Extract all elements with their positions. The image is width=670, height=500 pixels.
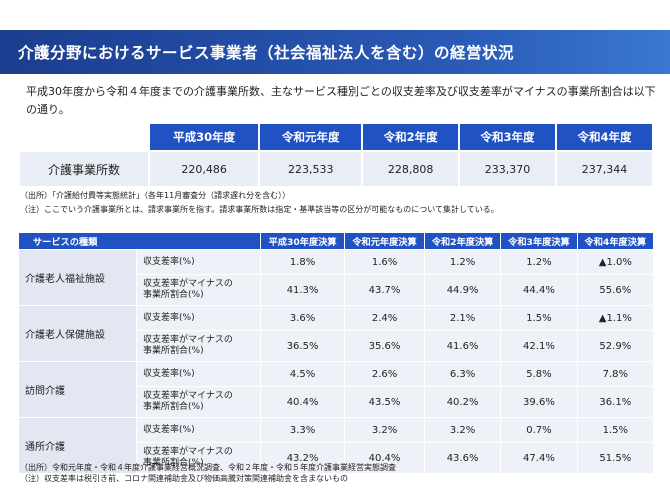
- negative-share-cell: 44.9%: [423, 274, 502, 306]
- table1-cell: 223,533: [258, 150, 364, 188]
- metric-label-line: 収支差率がマイナスの: [143, 279, 233, 289]
- table2-source-note: （出所）令和元年度・令和４年度介護事業経営概況調査、令和２年度・令和５年度介護事…: [20, 463, 396, 472]
- margin-cell: 1.6%: [344, 249, 425, 275]
- table2-footnote: （注）収支差率は税引き前、コロナ関連補助金及び物価高騰対策関連補助金を含まないも…: [20, 474, 348, 483]
- service-name: 介護老人保健施設: [18, 305, 137, 362]
- negative-share-cell: 44.4%: [500, 274, 578, 306]
- negative-share-cell: 43.7%: [344, 274, 425, 306]
- negative-share-row: 収支差率がマイナスの 事業所割合(%) 36.5% 35.6% 41.6% 42.1% 52…: [19, 330, 655, 362]
- negative-share-row: 収支差率がマイナスの 事業所割合(%) 40.4% 43.5% 40.2% 39.6% 36…: [19, 386, 655, 418]
- metric-label-negative-share: 収支差率がマイナスの 事業所割合(%): [136, 274, 261, 306]
- table1-cell: 228,808: [361, 150, 461, 188]
- service-type-header: サービスの種類: [18, 232, 261, 250]
- table1-cell: 237,344: [555, 150, 654, 188]
- negative-share-cell: 39.6%: [500, 386, 578, 418]
- negative-share-row: 収支差率がマイナスの 事業所割合(%) 41.3% 43.7% 44.9% 44.4% 55…: [19, 274, 655, 306]
- margin-cell: 1.5%: [576, 417, 655, 443]
- service-name: 訪問介護: [18, 361, 137, 418]
- margin-cell: 2.6%: [344, 361, 425, 387]
- metric-label-line: 事業所割合(%): [143, 402, 204, 412]
- negative-share-cell: 41.3%: [259, 274, 346, 306]
- negative-share-cell: 35.6%: [344, 330, 425, 362]
- margin-cell: 4.5%: [259, 361, 346, 387]
- negative-share-cell: 43.2%: [259, 442, 346, 474]
- margin-cell: 7.8%: [576, 361, 655, 387]
- negative-share-cell: 36.5%: [259, 330, 346, 362]
- negative-share-cell: 47.4%: [500, 442, 578, 474]
- table1-cell: 220,486: [147, 150, 261, 188]
- negative-share-cell: 51.5%: [576, 442, 655, 474]
- page-title: 介護分野におけるサービス事業者（社会福祉法人を含む）の経営状況: [18, 44, 515, 62]
- service-name: 通所介護: [18, 417, 137, 474]
- table1-source-note: （出所）「介護給付費等実態統計」（各年11月審査分（請求遅れ分を含む））: [20, 191, 291, 200]
- metric-label-line: 事業所割合(%): [143, 346, 204, 356]
- margin-cell: 2.4%: [344, 305, 425, 331]
- table1-header: 令和4年度: [555, 122, 654, 152]
- table2-header: 令和元年度決算: [344, 232, 425, 250]
- table1-header: 平成30年度: [147, 122, 261, 152]
- metric-label-line: 収支差率がマイナスの: [143, 335, 233, 345]
- table2-header: 令和3年度決算: [500, 232, 578, 250]
- metric-label-line: 事業所割合(%): [143, 458, 204, 468]
- margin-row: 介護老人福祉施設 収支差率(%) 1.8% 1.6% 1.2% 1.2% ▲1.0%: [18, 249, 655, 306]
- service-margin-table: サービスの種類 平成30年度決算 令和元年度決算 令和2年度決算 令和3年度決算…: [18, 232, 655, 474]
- metric-label-negative-share: 収支差率がマイナスの 事業所割合(%): [136, 386, 261, 418]
- metric-label-margin: 収支差率(%): [136, 417, 261, 443]
- margin-cell: 6.3%: [423, 361, 502, 387]
- table2-header: 令和2年度決算: [423, 232, 502, 250]
- margin-cell: 1.5%: [500, 305, 578, 331]
- negative-share-cell: 52.9%: [576, 330, 655, 362]
- margin-row: 訪問介護 収支差率(%) 4.5% 2.6% 6.3% 5.8% 7.8%: [18, 361, 655, 418]
- table1-header-row: 平成30年度 令和元年度 令和2年度 令和3年度 令和4年度: [18, 122, 654, 152]
- negative-share-cell: 36.1%: [576, 386, 655, 418]
- margin-cell: ▲1.1%: [576, 305, 655, 331]
- metric-label-margin: 収支差率(%): [136, 361, 261, 387]
- metric-label-line: 収支差率がマイナスの: [143, 447, 233, 457]
- metric-label-negative-share: 収支差率がマイナスの 事業所割合(%): [136, 330, 261, 362]
- margin-cell: 1.8%: [259, 249, 346, 275]
- negative-share-cell: 43.5%: [344, 386, 425, 418]
- metric-label-negative-share: 収支差率がマイナスの 事業所割合(%): [136, 442, 261, 474]
- table1-footnote: （注）ここでいう介護事業所とは、請求事業所を指す。請求事業所数は指定・基準該当等…: [20, 205, 499, 214]
- table2-body: 介護老人福祉施設 収支差率(%) 1.8% 1.6% 1.2% 1.2% ▲1.0% 収支差率…: [18, 249, 655, 474]
- negative-share-cell: 40.4%: [259, 386, 346, 418]
- table1-header: 令和2年度: [361, 122, 461, 152]
- margin-cell: 5.8%: [500, 361, 578, 387]
- margin-cell: 3.3%: [259, 417, 346, 443]
- metric-label-margin: 収支差率(%): [136, 249, 261, 275]
- table1-row: 介護事業所数 220,486 223,533 228,808 233,370 2…: [18, 150, 654, 188]
- margin-cell: 1.2%: [423, 249, 502, 275]
- facility-count-table: 平成30年度 令和元年度 令和2年度 令和3年度 令和4年度 介護事業所数 22…: [18, 122, 654, 188]
- margin-cell: 3.2%: [423, 417, 502, 443]
- negative-share-cell: 40.4%: [344, 442, 425, 474]
- metric-label-line: 収支差率がマイナスの: [143, 391, 233, 401]
- negative-share-cell: 40.2%: [423, 386, 502, 418]
- table1-cell: 233,370: [458, 150, 558, 188]
- margin-row: 介護老人保健施設 収支差率(%) 3.6% 2.4% 2.1% 1.5% ▲1.1%: [18, 305, 655, 362]
- intro-text: 平成30年度から令和４年度までの介護事業所数、主なサービス種別ごとの収支差率及び…: [26, 85, 656, 116]
- negative-share-cell: 43.6%: [423, 442, 502, 474]
- metric-label-margin: 収支差率(%): [136, 305, 261, 331]
- margin-cell: 3.6%: [259, 305, 346, 331]
- table2-header: 平成30年度決算: [259, 232, 346, 250]
- negative-share-cell: 41.6%: [423, 330, 502, 362]
- margin-cell: 2.1%: [423, 305, 502, 331]
- margin-row: 通所介護 収支差率(%) 3.3% 3.2% 3.2% 0.7% 1.5%: [18, 417, 655, 474]
- table1-corner: [18, 122, 150, 152]
- service-name: 介護老人福祉施設: [18, 249, 137, 306]
- margin-cell: 1.2%: [500, 249, 578, 275]
- table1-header: 令和元年度: [258, 122, 364, 152]
- negative-share-cell: 55.6%: [576, 274, 655, 306]
- title-bar: 介護分野におけるサービス事業者（社会福祉法人を含む）の経営状況: [0, 30, 670, 74]
- negative-share-row: 収支差率がマイナスの 事業所割合(%) 43.2% 40.4% 43.6% 47.4% 51…: [19, 442, 655, 474]
- table2-header: 令和4年度決算: [576, 232, 655, 250]
- table1-row-label: 介護事業所数: [18, 150, 150, 188]
- table1-header: 令和3年度: [458, 122, 558, 152]
- margin-cell: 0.7%: [500, 417, 578, 443]
- margin-cell: 3.2%: [344, 417, 425, 443]
- table2-header-row: サービスの種類 平成30年度決算 令和元年度決算 令和2年度決算 令和3年度決算…: [18, 232, 655, 250]
- margin-cell: ▲1.0%: [576, 249, 655, 275]
- metric-label-line: 事業所割合(%): [143, 290, 204, 300]
- negative-share-cell: 42.1%: [500, 330, 578, 362]
